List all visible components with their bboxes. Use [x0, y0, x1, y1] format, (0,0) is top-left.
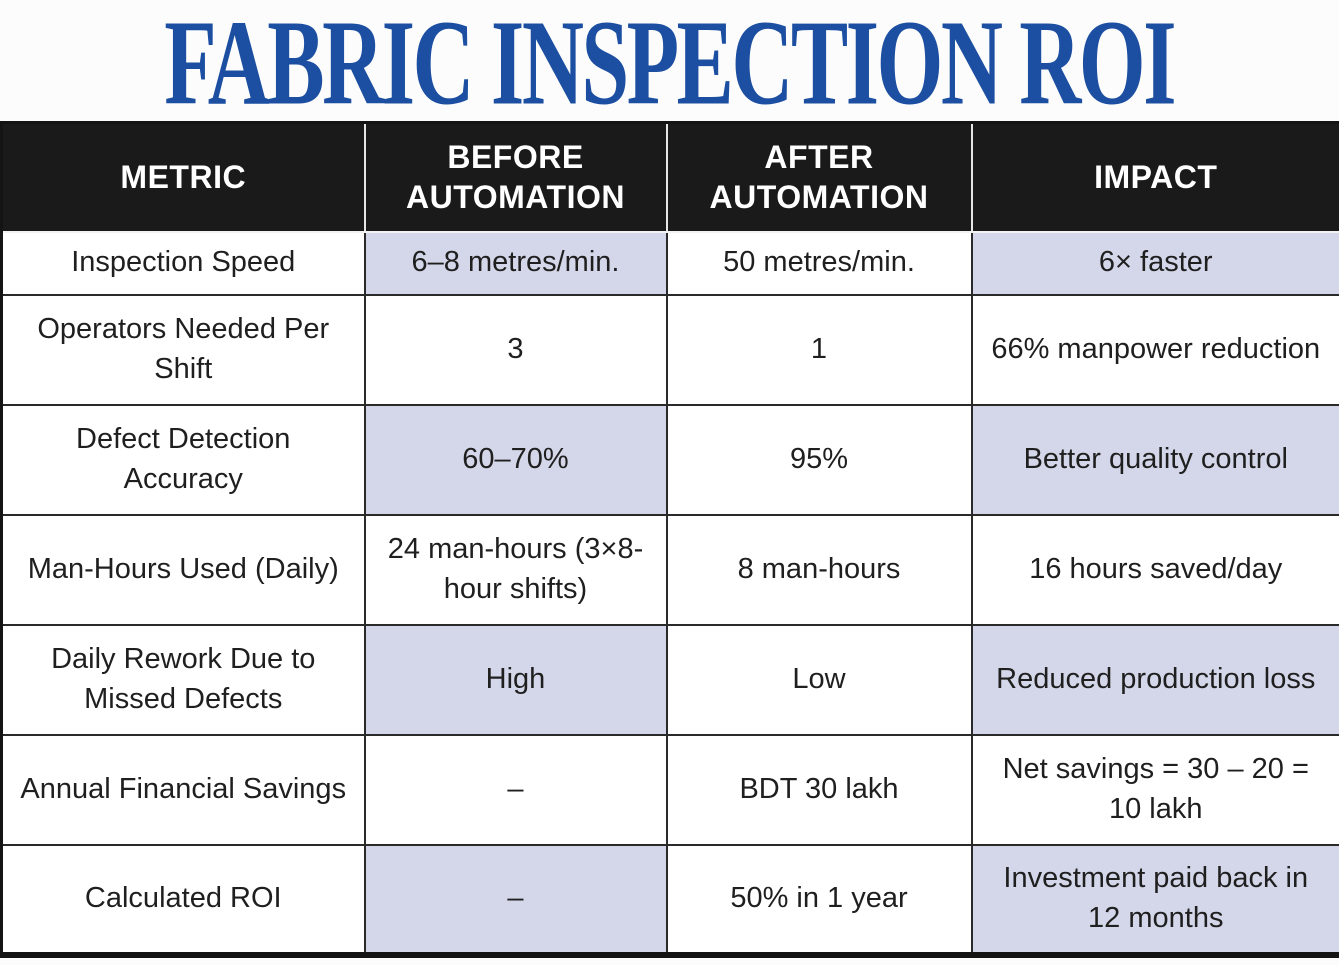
column-header-after-automation: AFTER AUTOMATION [665, 122, 972, 233]
after-cell: 8 man-hours [665, 513, 973, 626]
column-header-before-automation: BEFORE AUTOMATION [363, 122, 667, 233]
column-header-metric: METRIC [1, 122, 365, 233]
header-row: METRIC BEFORE AUTOMATION AFTER AUTOMATIO… [1, 122, 1339, 233]
before-cell: – [363, 843, 668, 956]
before-cell: 24 man-hours (3×8-hour shifts) [363, 513, 668, 626]
table-row-defect-detection-accuracy: Defect Detection Accuracy 60–70% 95% Bet… [0, 403, 1339, 516]
metric-cell: Daily Rework Due to Missed Defects [0, 623, 366, 736]
metric-cell: Inspection Speed [0, 230, 366, 296]
impact-cell: 66% manpower reduction [970, 293, 1339, 406]
table-row-man-hours-used: Man-Hours Used (Daily) 24 man-hours (3×8… [0, 513, 1339, 626]
impact-cell: Reduced production loss [970, 623, 1339, 736]
before-cell: – [363, 733, 668, 846]
before-cell: 60–70% [363, 403, 668, 516]
metric-cell: Man-Hours Used (Daily) [0, 513, 366, 626]
title-bar: FABRIC INSPECTION ROI [0, 0, 1339, 131]
after-cell: BDT 30 lakh [665, 733, 973, 846]
impact-cell: Better quality control [970, 403, 1339, 516]
page-title: FABRIC INSPECTION ROI [164, 0, 1177, 131]
before-cell: 3 [363, 293, 668, 406]
after-cell: 95% [665, 403, 973, 516]
after-cell: Low [665, 623, 973, 736]
column-header-impact: IMPACT [970, 122, 1339, 233]
impact-cell: Investment paid back in 12 months [970, 843, 1339, 956]
roi-table: METRIC BEFORE AUTOMATION AFTER AUTOMATIO… [0, 121, 1339, 958]
before-cell: High [363, 623, 668, 736]
table-row-operators-needed: Operators Needed Per Shift 3 1 66% manpo… [0, 293, 1339, 406]
metric-cell: Calculated ROI [0, 843, 366, 956]
after-cell: 50% in 1 year [665, 843, 973, 956]
table-row-calculated-roi: Calculated ROI – 50% in 1 year Investmen… [0, 843, 1339, 956]
after-cell: 50 metres/min. [665, 230, 973, 296]
after-cell: 1 [665, 293, 973, 406]
metric-cell: Defect Detection Accuracy [0, 403, 366, 516]
before-cell: 6–8 metres/min. [363, 230, 668, 296]
table-row-daily-rework: Daily Rework Due to Missed Defects High … [0, 623, 1339, 736]
table-row-annual-financial-savings: Annual Financial Savings – BDT 30 lakh N… [0, 733, 1339, 846]
impact-cell: Net savings = 30 – 20 = 10 lakh [970, 733, 1339, 846]
impact-cell: 6× faster [970, 230, 1339, 296]
metric-cell: Operators Needed Per Shift [0, 293, 366, 406]
metric-cell: Annual Financial Savings [0, 733, 366, 846]
impact-cell: 16 hours saved/day [970, 513, 1339, 626]
table-row-inspection-speed: Inspection Speed 6–8 metres/min. 50 metr… [0, 230, 1339, 296]
